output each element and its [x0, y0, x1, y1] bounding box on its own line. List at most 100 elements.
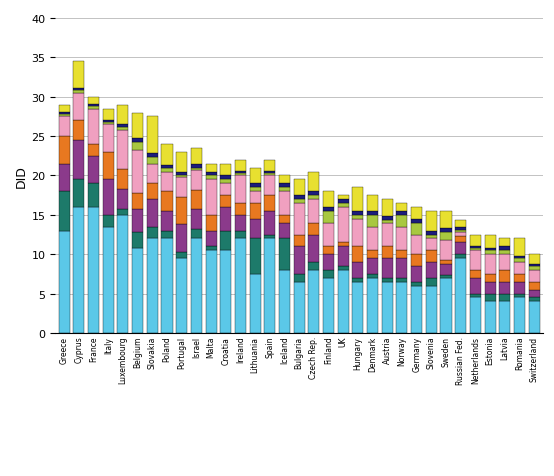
Bar: [162, 239, 172, 333]
Bar: [440, 229, 452, 233]
Bar: [323, 208, 334, 211]
Bar: [309, 263, 319, 270]
Bar: [529, 302, 540, 333]
Bar: [206, 164, 217, 172]
Bar: [147, 239, 158, 333]
Bar: [294, 204, 305, 235]
Bar: [294, 200, 305, 204]
Bar: [191, 149, 202, 164]
Bar: [338, 208, 348, 243]
Bar: [206, 180, 217, 215]
Bar: [294, 196, 305, 200]
Bar: [499, 294, 510, 302]
Bar: [529, 267, 540, 270]
Bar: [73, 89, 84, 91]
Bar: [367, 278, 378, 333]
Bar: [235, 204, 246, 215]
Bar: [352, 216, 363, 219]
Bar: [264, 211, 275, 235]
Bar: [440, 260, 452, 264]
Bar: [191, 170, 202, 190]
Bar: [411, 219, 422, 223]
Bar: [191, 229, 202, 239]
Bar: [529, 298, 540, 302]
Bar: [88, 157, 99, 184]
Bar: [264, 239, 275, 333]
Bar: [455, 230, 466, 233]
Bar: [73, 208, 84, 333]
Bar: [279, 239, 290, 270]
Bar: [294, 180, 305, 196]
Bar: [88, 109, 99, 145]
Bar: [499, 239, 510, 247]
Bar: [59, 231, 70, 333]
Bar: [264, 171, 275, 174]
Bar: [264, 176, 275, 196]
Bar: [294, 282, 305, 333]
Bar: [529, 270, 540, 282]
Bar: [382, 278, 393, 282]
Bar: [367, 274, 378, 278]
Bar: [117, 130, 129, 170]
Bar: [309, 223, 319, 235]
Bar: [279, 188, 290, 192]
Bar: [411, 235, 422, 255]
Bar: [206, 251, 217, 333]
Bar: [147, 227, 158, 239]
Bar: [206, 176, 217, 180]
Bar: [514, 256, 525, 258]
Bar: [59, 192, 70, 231]
Bar: [514, 263, 525, 274]
Bar: [73, 180, 84, 208]
Y-axis label: DID: DID: [14, 165, 27, 188]
Bar: [235, 231, 246, 239]
Bar: [102, 227, 114, 333]
Bar: [426, 251, 437, 263]
Bar: [323, 192, 334, 208]
Bar: [470, 278, 481, 294]
Bar: [367, 215, 378, 227]
Bar: [499, 247, 510, 251]
Bar: [220, 231, 231, 251]
Bar: [470, 246, 481, 248]
Bar: [440, 233, 452, 240]
Bar: [162, 169, 172, 172]
Bar: [102, 215, 114, 227]
Bar: [88, 145, 99, 157]
Bar: [279, 270, 290, 333]
Bar: [411, 208, 422, 219]
Bar: [73, 62, 84, 89]
Bar: [176, 178, 187, 198]
Bar: [294, 235, 305, 247]
Bar: [147, 158, 158, 164]
Bar: [73, 121, 84, 141]
Bar: [176, 152, 187, 173]
Bar: [59, 137, 70, 164]
Bar: [235, 171, 246, 174]
Bar: [455, 243, 466, 255]
Bar: [235, 239, 246, 333]
Bar: [470, 294, 481, 298]
Bar: [367, 251, 378, 258]
Bar: [162, 172, 172, 192]
Bar: [499, 255, 510, 270]
Bar: [382, 223, 393, 247]
Bar: [206, 247, 217, 251]
Bar: [132, 139, 143, 142]
Bar: [514, 258, 525, 263]
Bar: [220, 251, 231, 333]
Bar: [485, 282, 496, 294]
Bar: [352, 188, 363, 211]
Bar: [485, 248, 496, 251]
Bar: [485, 294, 496, 302]
Bar: [294, 247, 305, 274]
Bar: [323, 278, 334, 333]
Bar: [397, 204, 407, 211]
Bar: [59, 112, 70, 115]
Bar: [440, 278, 452, 333]
Bar: [382, 258, 393, 278]
Bar: [264, 196, 275, 211]
Bar: [529, 282, 540, 290]
Bar: [470, 251, 481, 270]
Bar: [279, 215, 290, 223]
